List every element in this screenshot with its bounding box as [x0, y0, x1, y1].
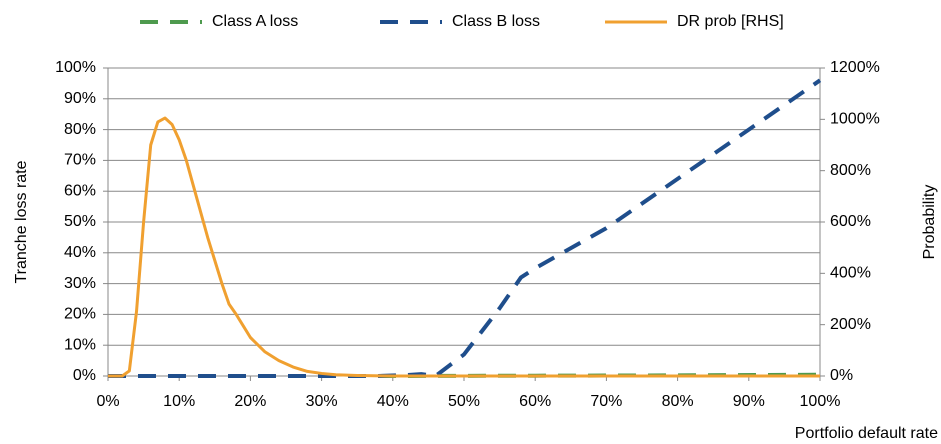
legend-label: DR prob [RHS] — [677, 13, 784, 30]
y-axis-title: Tranche loss rate — [13, 160, 30, 283]
x-tick-label: 60% — [519, 393, 551, 410]
y-tick-label: 60% — [64, 182, 96, 199]
y2-tick-label: 1200% — [830, 59, 880, 76]
x-tick-label: 90% — [733, 393, 765, 410]
y2-tick-label: 0% — [830, 367, 853, 384]
y2-axis-title: Probability — [921, 185, 938, 260]
legend-label: Class A loss — [212, 13, 298, 30]
y2-tick-label: 600% — [830, 213, 871, 230]
series-line — [108, 116, 820, 378]
y2-tick-label: 200% — [830, 316, 871, 333]
y-tick-label: 30% — [64, 275, 96, 292]
x-tick-label: 30% — [306, 393, 338, 410]
x-tick-label: 50% — [448, 393, 480, 410]
x-tick-label: 80% — [662, 393, 694, 410]
x-tick-label: 40% — [377, 393, 409, 410]
y-tick-label: 100% — [55, 59, 96, 76]
x-tick-label: 0% — [96, 393, 119, 410]
y-tick-label: 40% — [64, 244, 96, 261]
series-line — [108, 78, 822, 378]
x-tick-label: 20% — [234, 393, 266, 410]
y2-tick-label: 400% — [830, 265, 871, 282]
y-tick-label: 90% — [64, 90, 96, 107]
y-tick-label: 20% — [64, 306, 96, 323]
y-tick-label: 10% — [64, 336, 96, 353]
y2-tick-label: 1000% — [830, 111, 880, 128]
x-tick-label: 70% — [590, 393, 622, 410]
x-tick-label: 10% — [163, 393, 195, 410]
x-tick-label: 100% — [800, 393, 841, 410]
y2-tick-label: 800% — [830, 162, 871, 179]
x-axis-title: Portfolio default rate — [795, 425, 938, 442]
y-tick-label: 50% — [64, 213, 96, 230]
legend-label: Class B loss — [452, 13, 540, 30]
y-tick-label: 80% — [64, 121, 96, 138]
y-tick-label: 0% — [73, 367, 96, 384]
y-tick-label: 70% — [64, 152, 96, 169]
